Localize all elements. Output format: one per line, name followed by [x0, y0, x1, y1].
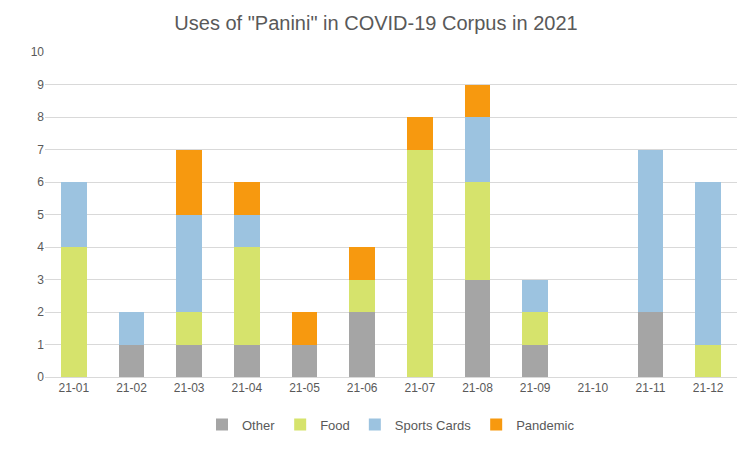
svg-text:2: 2: [37, 305, 44, 319]
svg-text:21-11: 21-11: [636, 381, 666, 395]
svg-text:21-06: 21-06: [347, 381, 378, 395]
svg-text:21-01: 21-01: [58, 381, 89, 395]
svg-text:21-02: 21-02: [116, 381, 147, 395]
svg-text:21-05: 21-05: [289, 381, 320, 395]
svg-text:21-08: 21-08: [462, 381, 493, 395]
svg-text:Sports Cards: Sports Cards: [395, 418, 471, 433]
svg-text:1: 1: [37, 338, 44, 352]
svg-text:21-07: 21-07: [404, 381, 435, 395]
svg-text:7: 7: [37, 143, 44, 157]
svg-text:21-04: 21-04: [231, 381, 262, 395]
svg-text:Food: Food: [320, 418, 350, 433]
svg-text:10: 10: [31, 45, 45, 59]
svg-text:21-10: 21-10: [577, 381, 608, 395]
svg-text:0: 0: [37, 370, 44, 384]
svg-text:4: 4: [37, 240, 44, 254]
svg-text:8: 8: [37, 110, 44, 124]
svg-text:Other: Other: [242, 418, 275, 433]
svg-text:21-12: 21-12: [693, 381, 724, 395]
svg-text:Uses of "Panini" in COVID-19 C: Uses of "Panini" in COVID-19 Corpus in 2…: [174, 12, 577, 34]
svg-text:21-09: 21-09: [520, 381, 551, 395]
svg-text:Pandemic: Pandemic: [516, 418, 574, 433]
svg-text:5: 5: [37, 208, 44, 222]
svg-text:9: 9: [37, 78, 44, 92]
svg-text:6: 6: [37, 175, 44, 189]
svg-text:21-03: 21-03: [174, 381, 205, 395]
svg-text:3: 3: [37, 273, 44, 287]
